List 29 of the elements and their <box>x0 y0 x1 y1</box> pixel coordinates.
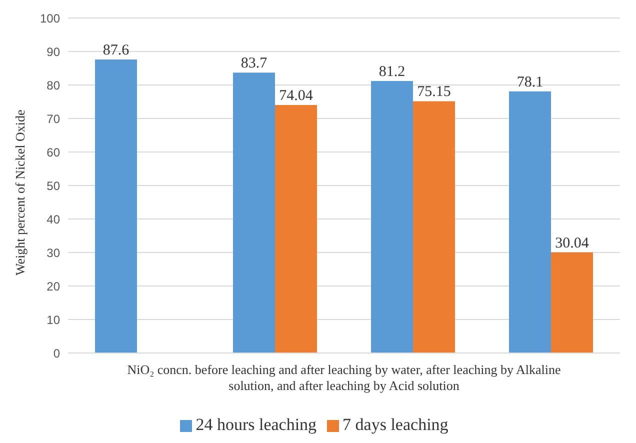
y-tick-label: 70 <box>46 112 60 126</box>
y-tick-label: 90 <box>46 44 60 59</box>
data-label: 78.1 <box>516 74 544 90</box>
data-label: 30.04 <box>555 235 590 252</box>
data-label: 87.6 <box>102 42 130 59</box>
y-tick-label: 40 <box>46 212 60 226</box>
bar <box>509 91 551 353</box>
data-label: 75.15 <box>417 84 451 100</box>
bar <box>95 60 137 353</box>
bar <box>233 72 275 353</box>
data-label: 81.2 <box>378 64 406 80</box>
x-axis-title: NiO₂ concn. before leaching and after leaching by water, after leaching by Alkaline solution, and after leaching by Acid solution <box>127 362 561 394</box>
legend-label: 24 hours leaching <box>196 415 317 434</box>
bar <box>275 104 317 353</box>
bar <box>413 101 455 353</box>
y-axis-title: Weight percent of Nickel Oxide <box>12 110 28 276</box>
legend-label: 7 days leaching <box>342 415 448 434</box>
bar <box>371 80 413 353</box>
y-tick-label: 80 <box>46 78 60 92</box>
data-label: 74.04 <box>279 88 314 104</box>
y-tick-label: 10 <box>46 312 60 327</box>
bar <box>551 252 593 353</box>
y-tick-label: 0 <box>53 346 60 360</box>
y-tick-label: 60 <box>46 145 60 160</box>
y-tick-label: 20 <box>46 279 60 294</box>
y-tick-label: 30 <box>46 246 60 260</box>
y-tick-label: 100 <box>40 11 60 26</box>
y-tick-label: 50 <box>46 178 60 193</box>
data-label: 83.7 <box>240 56 268 72</box>
